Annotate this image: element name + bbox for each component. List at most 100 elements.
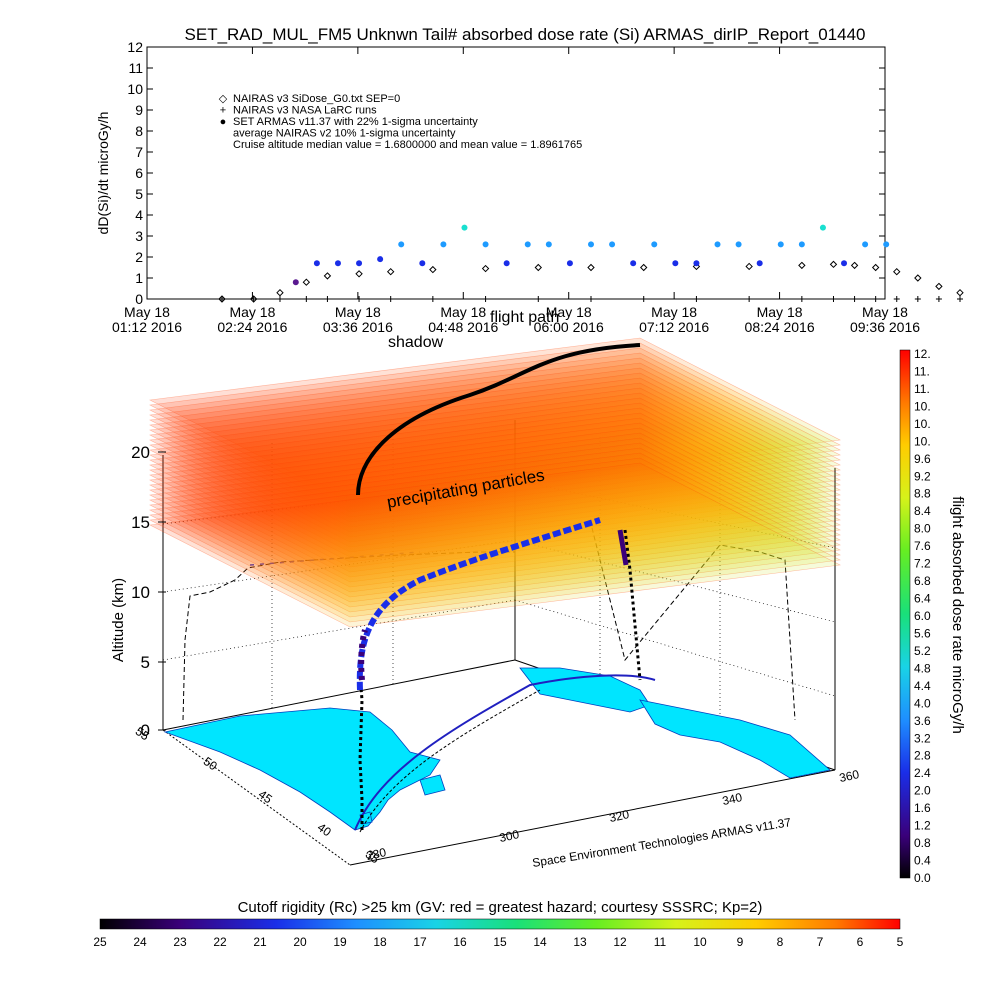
dose-colorbar-ticks: 12. 11. 11. 10. 10. 10. 9.6 9.2 8.8 8.4 8.0 7.6 7.2 6… [914, 347, 931, 885]
top-x-tick-label-time: 09:36 2016 [850, 319, 920, 335]
armas-point [693, 260, 700, 267]
larc-point [535, 296, 542, 302]
map-landmass-europe [639, 699, 831, 779]
armas-point [777, 241, 784, 248]
legend-label: SET ARMAS v11.37 with 22% 1-sigma uncert… [233, 116, 478, 128]
dose-colorbar-tick-label: 6.0 [914, 609, 931, 623]
dose-colorbar-tick-label: 7.2 [914, 557, 931, 571]
map-landmass-north-america [163, 707, 441, 831]
top-y-tick-label: 4 [135, 207, 143, 223]
armas-point [651, 241, 658, 248]
annotation-flight-path: flight path [490, 309, 559, 326]
dose-colorbar-tick-label: 11. [914, 382, 930, 396]
rc-colorbar-tick-label: 9 [737, 935, 744, 949]
legend-symbol: + [220, 105, 226, 117]
dose-colorbar-tick-label: 8.4 [914, 504, 931, 518]
nairas-point [481, 264, 490, 273]
larc-point [387, 296, 394, 302]
armas-point [672, 260, 679, 267]
larc-point [935, 296, 942, 302]
rc-colorbar-tick-label: 18 [373, 935, 387, 949]
altitude-tick-label: 20 [131, 443, 150, 462]
armas-point [862, 241, 869, 248]
credit-label: Space Environment Technologies ARMAS v11… [531, 815, 792, 870]
top-y-tick-label: 12 [127, 39, 143, 55]
rc-colorbar-tick-label: 22 [213, 935, 227, 949]
dose-colorbar-tick-label: 1.6 [914, 801, 931, 815]
larc-point [914, 296, 921, 302]
rc-colorbar-tick-label: 7 [817, 935, 824, 949]
larc-point [429, 296, 436, 302]
longitude-tick-label: 340 [721, 790, 744, 808]
dose-colorbar-tick-label: 9.6 [914, 452, 931, 466]
flight-path-lower-black [358, 674, 364, 830]
dose-colorbar: 12. 11. 11. 10. 10. 10. 9.6 9.2 8.8 8.4 8.0 7.6 7.2 6… [899, 347, 966, 885]
larc-point [324, 296, 331, 302]
top-plot-frame [146, 46, 886, 300]
top-x-tick-label-time: 02:24 2016 [217, 319, 287, 335]
rc-colorbar: Cutoff rigidity (Rc) >25 km (GV: red = g… [93, 899, 903, 949]
dose-colorbar-tick-label: 11. [914, 364, 930, 378]
top-y-tick-label: 8 [135, 123, 143, 139]
armas-point [714, 241, 721, 248]
armas-point [819, 224, 826, 231]
rc-colorbar-tick-label: 10 [693, 935, 707, 949]
dose-colorbar-tick-label: 3.6 [914, 714, 931, 728]
rc-colorbar-tick-label: 14 [533, 935, 547, 949]
nairas-point [871, 263, 880, 272]
top-y-tick-label: 5 [135, 186, 143, 202]
top-y-tick-label: 1 [135, 270, 143, 286]
altitude-tick-label: 5 [141, 653, 150, 672]
dose-colorbar-tick-label: 4.4 [914, 679, 931, 693]
nairas-point [386, 267, 395, 276]
larc-point [276, 296, 283, 302]
rc-colorbar-bar [99, 918, 901, 930]
dose-colorbar-tick-label: 2.4 [914, 766, 931, 780]
nairas-point [798, 261, 806, 270]
dose-colorbar-tick-label: 5.2 [914, 644, 931, 658]
altitude-tick-label: 0 [141, 721, 150, 740]
armas-point [377, 256, 384, 263]
flight-path-descent-blue [617, 529, 629, 566]
larc-point [830, 296, 837, 302]
flight-path-descent [623, 529, 642, 681]
larc-point [893, 296, 900, 302]
dose-colorbar-tick-label: 2.8 [914, 749, 931, 763]
armas-point [735, 241, 742, 248]
latitude-tick-label: 40 [315, 820, 334, 839]
top-y-tick-label: 3 [135, 228, 143, 244]
top-x-tick-label-date: May 18 [335, 304, 381, 320]
nairas-point [276, 288, 284, 297]
top-x-tick-label-time: 06:00 2016 [534, 319, 604, 335]
dose-colorbar-tick-label: 6.8 [914, 574, 931, 588]
larc-point [693, 296, 700, 302]
dose-colorbar-tick-label: 4.0 [914, 696, 931, 710]
altitude-axis: 0 5 10 15 20 [131, 443, 166, 740]
dose-colorbar-tick-label: 0.8 [914, 836, 931, 850]
larc-point [957, 296, 963, 302]
rc-colorbar-tick-label: 24 [133, 935, 147, 949]
dose-colorbar-tick-label: 1.2 [914, 819, 931, 833]
rc-colorbar-tick-label: 15 [493, 935, 507, 949]
longitude-tick-label: 300 [498, 827, 521, 845]
dose-colorbar-tick-label: 10. [914, 417, 931, 431]
rc-colorbar-tick-label: 13 [573, 935, 587, 949]
scene-3d: precipitating particles shadow flight pa… [110, 309, 861, 870]
longitude-tick-label: 280 [365, 845, 388, 863]
longitude-tick-label: 360 [838, 767, 861, 785]
legend-label: Cruise altitude median value = 1.6800000… [233, 139, 582, 151]
armas-point [798, 241, 805, 248]
top-x-tick-label-date: May 18 [440, 304, 486, 320]
legend-symbol: ◇ [219, 93, 228, 105]
nairas-point [956, 288, 964, 297]
legend-label: NAIRAS v3 NASA LaRC runs [233, 105, 377, 117]
armas-point [566, 260, 573, 267]
dose-colorbar-tick-label: 0.4 [914, 854, 931, 868]
nairas-point [914, 274, 922, 282]
top-x-tick-label-time: 08:24 2016 [745, 319, 815, 335]
nairas-point [302, 278, 311, 286]
dose-colorbar-tick-label: 8.0 [914, 522, 931, 536]
top-y-tick-label: 0 [135, 291, 143, 307]
